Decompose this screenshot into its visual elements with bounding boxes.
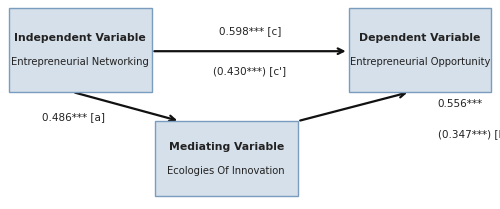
Text: Mediating Variable: Mediating Variable [168, 142, 284, 152]
Text: Independent Variable: Independent Variable [14, 33, 146, 43]
FancyBboxPatch shape [9, 8, 152, 92]
Text: (0.430***) [c']: (0.430***) [c'] [214, 66, 286, 76]
Text: 0.556***: 0.556*** [438, 99, 482, 109]
Text: Entrepreneurial Opportunity: Entrepreneurial Opportunity [350, 57, 490, 67]
Text: Entrepreneurial Networking: Entrepreneurial Networking [12, 57, 149, 67]
Text: 0.598*** [c]: 0.598*** [c] [219, 27, 281, 37]
FancyBboxPatch shape [155, 121, 298, 196]
FancyBboxPatch shape [348, 8, 491, 92]
Text: 0.486*** [a]: 0.486*** [a] [42, 112, 106, 122]
Text: Dependent Variable: Dependent Variable [359, 33, 480, 43]
Text: Ecologies Of Innovation: Ecologies Of Innovation [168, 166, 285, 176]
Text: (0.347***) [b]: (0.347***) [b] [438, 130, 500, 140]
